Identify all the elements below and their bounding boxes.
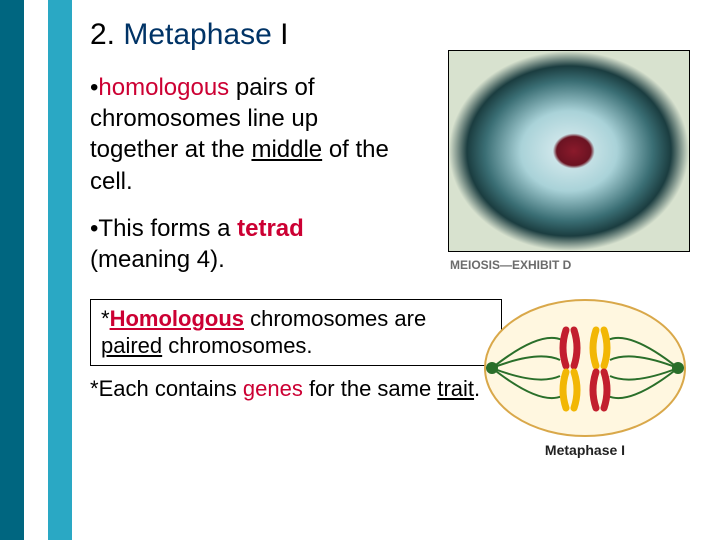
- note2-text-b: for the same: [303, 376, 438, 401]
- stripe-2: [24, 0, 48, 540]
- slide-title: 2. Metaphase I: [90, 18, 700, 52]
- title-prefix: 2.: [90, 18, 123, 51]
- note2-keyword: genes: [243, 376, 303, 401]
- note1-text-a: chromosomes are: [244, 306, 426, 331]
- bullet1-keyword: homologous: [98, 74, 229, 101]
- note1-text-b: chromosomes.: [162, 333, 312, 358]
- note2-star: *: [90, 376, 99, 401]
- bullet-1: •homologous pairs of chromosomes line up…: [90, 72, 400, 197]
- microscope-image: [448, 50, 690, 252]
- centrosome-right-icon: [672, 362, 684, 374]
- metaphase-diagram: [480, 290, 690, 440]
- stripe-3: [48, 0, 72, 540]
- microscope-caption: MEIOSIS—EXHIBIT D: [450, 258, 690, 272]
- diagram-caption: Metaphase I: [480, 442, 690, 458]
- definition-box: *Homologous chromosomes are paired chrom…: [90, 299, 502, 366]
- bullet2-keyword: tetrad: [237, 215, 304, 242]
- title-suffix: I: [272, 18, 289, 51]
- title-keyword: Metaphase: [123, 18, 271, 51]
- centrosome-left-icon: [486, 362, 498, 374]
- bullet2-text-a: This forms a: [98, 215, 237, 242]
- note2-text-a: Each contains: [99, 376, 243, 401]
- bullet2-text-b: (meaning 4).: [90, 246, 225, 273]
- stripe-1: [0, 0, 24, 540]
- bullet1-underline: middle: [251, 136, 322, 163]
- decorative-sidebar: [0, 0, 72, 540]
- cell-body-icon: [485, 300, 685, 436]
- bullet-2: •This forms a tetrad (meaning 4).: [90, 213, 400, 275]
- note1-underline: paired: [101, 333, 162, 358]
- definition-2: *Each contains genes for the same trait.: [90, 376, 510, 402]
- note1-star: *: [101, 306, 110, 331]
- note2-underline: trait: [437, 376, 474, 401]
- note1-keyword: Homologous: [110, 306, 244, 331]
